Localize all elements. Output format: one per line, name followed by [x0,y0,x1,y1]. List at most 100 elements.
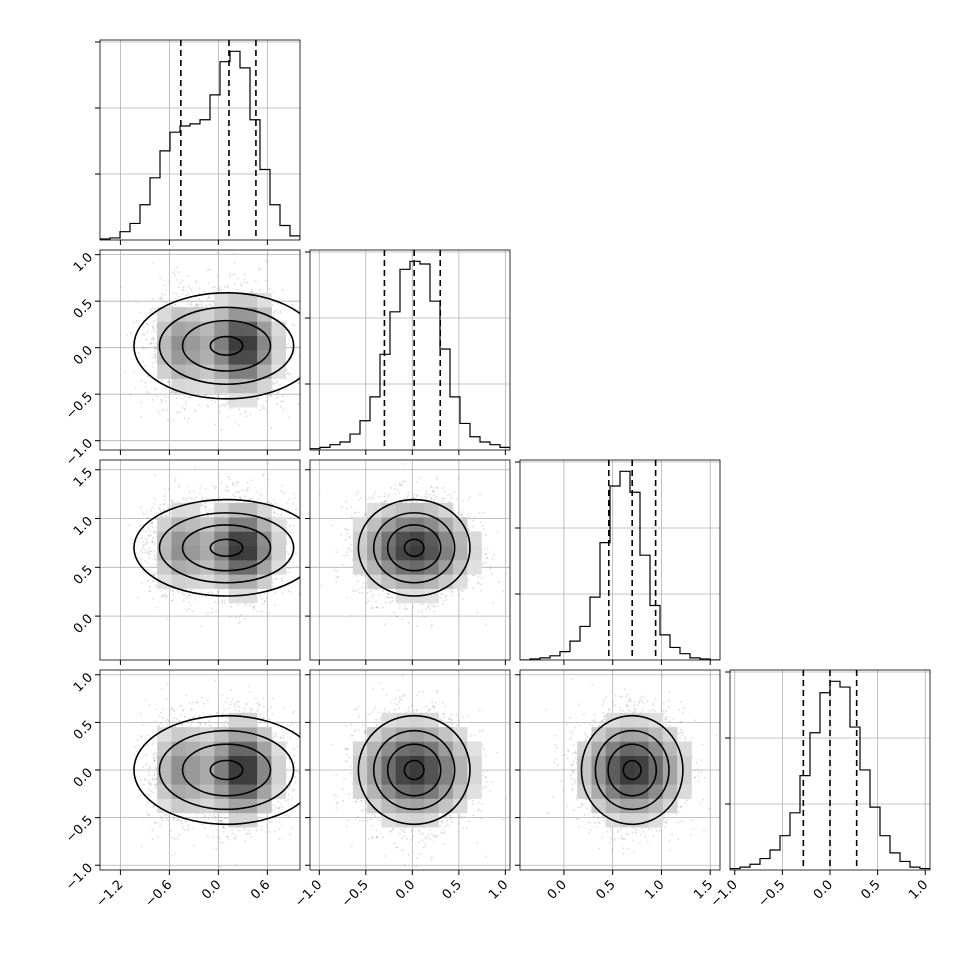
sample-point [216,287,219,290]
sample-point [281,288,284,291]
density-cell [242,335,258,351]
sample-point [239,497,242,500]
sample-point [153,329,156,332]
sample-point [211,305,214,308]
sample-point [280,577,283,579]
sample-point [188,496,191,499]
sample-point [155,330,158,333]
sample-point [186,275,189,277]
sample-point [183,407,186,410]
sample-point [210,611,213,614]
sample-point [200,504,202,507]
sample-point [295,552,297,554]
sample-point [217,590,220,592]
sample-point [188,594,191,597]
sample-point [272,382,275,385]
sample-point [286,356,289,359]
sample-point [292,531,294,534]
histogram-panel-3 [520,460,720,660]
sample-point [251,291,253,293]
sample-point [150,308,152,311]
histogram-panel-1 [100,40,300,240]
sample-point [276,577,279,580]
sample-point [240,614,243,616]
sample-point [287,371,289,374]
sample-point [198,287,201,290]
sample-point [285,527,288,529]
sample-point [155,360,158,363]
sample-point [146,538,149,541]
sample-point [154,474,156,477]
sample-point [144,549,147,551]
sample-point [225,396,228,399]
sample-point [147,534,150,536]
sample-point [233,252,236,255]
sample-point [190,302,193,305]
density-cell [171,350,187,365]
sample-point [279,311,282,314]
sample-point [148,590,151,592]
sample-point [245,415,248,418]
sample-point [143,333,146,336]
sample-point [186,609,188,612]
sample-point [165,301,168,304]
sample-point [227,490,230,493]
sample-point [177,286,180,288]
x-tick-label: 0.0 [811,877,836,902]
sample-point [190,396,192,399]
sample-point [265,400,268,403]
sample-point [169,391,172,394]
sample-point [201,594,203,597]
sample-point [139,311,142,314]
sample-point [144,385,147,388]
sample-point [183,593,185,596]
sample-point [229,275,232,278]
sample-point [289,373,292,376]
sample-point [276,513,279,516]
sample-point [151,298,154,301]
scatter-panel-2-1 [100,250,300,450]
sample-point [263,600,266,603]
sample-point [251,606,254,609]
sample-point [274,301,277,304]
sample-point [258,267,261,270]
sample-point [287,590,290,593]
sample-point [248,498,251,501]
sample-point [257,397,260,400]
sample-point [152,361,155,364]
sample-point [320,526,322,528]
sample-point [281,579,283,582]
sample-point [135,539,138,542]
sample-point [249,413,252,416]
density-cell [228,350,244,365]
sample-point [216,591,219,594]
sample-point [154,355,157,358]
sample-point [244,495,246,498]
sample-point [207,405,210,408]
sample-point [140,558,143,560]
sample-point [223,599,226,602]
sample-point [291,323,294,326]
sample-point [239,496,241,499]
sample-point [172,271,175,274]
sample-point [144,560,147,562]
density-cell [242,321,258,337]
sample-point [147,541,149,543]
sample-point [241,489,244,491]
sample-point [287,557,290,560]
sample-point [233,283,236,286]
sample-point [133,370,135,373]
sample-point [144,381,147,384]
y-tick-label: −0.5 [63,390,96,423]
sample-point [289,524,291,527]
sample-point [146,508,148,511]
sample-point [238,616,241,619]
sample-point [212,485,215,487]
sample-point [239,413,242,416]
sample-point [168,281,171,284]
sample-point [159,277,162,280]
sample-point [165,288,168,291]
sample-point [285,369,288,372]
sample-point [267,478,270,481]
sample-point [228,272,231,275]
